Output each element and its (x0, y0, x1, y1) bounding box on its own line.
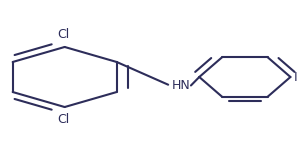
Text: Cl: Cl (57, 28, 69, 41)
Text: HN: HN (172, 79, 191, 92)
Text: Cl: Cl (57, 113, 69, 126)
Text: I: I (294, 71, 298, 83)
